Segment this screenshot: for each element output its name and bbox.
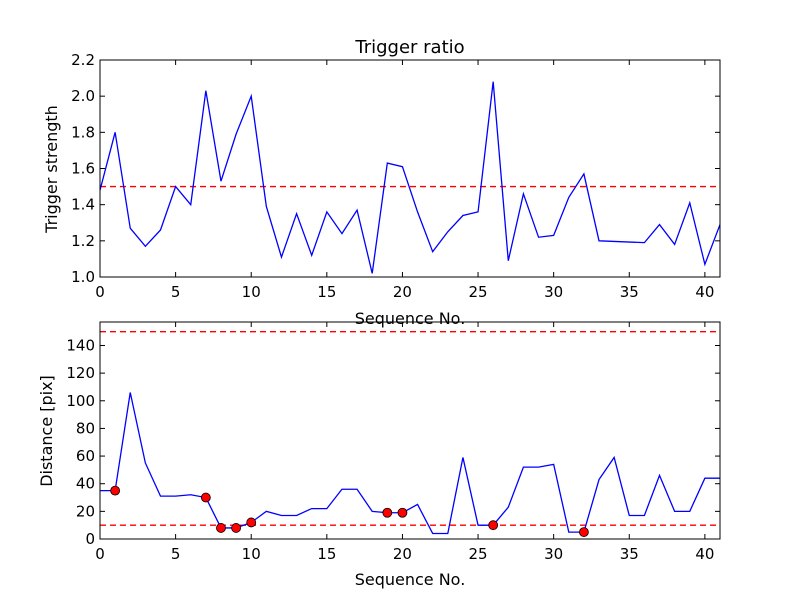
data-point-marker (382, 507, 393, 518)
x-tick-label: 40 (695, 545, 714, 563)
y-tick-label: 1.0 (71, 268, 95, 286)
data-point-marker (488, 520, 499, 531)
data-point-marker (231, 523, 241, 533)
x-tick-label: 5 (171, 545, 181, 563)
y-tick-label: 140 (66, 336, 95, 354)
y-tick-label: 1.8 (71, 123, 95, 141)
y-tick-label: 2.0 (71, 87, 95, 105)
distance-chart: 0 5 10 15 20 25 30 35 40 0 20 40 60 80 100 120 140 Seque… (37, 321, 721, 589)
x-axis-label: Sequence No. (355, 309, 466, 328)
plot-area: 0 5 10 15 20 25 30 35 40 1.0 1.2 1.4 1.6 1.8 2.0 2.2 (71, 51, 721, 301)
data-point-marker (397, 507, 408, 518)
data-point-marker (216, 523, 226, 533)
x-tick-label: 40 (695, 283, 714, 301)
data-point-marker (110, 485, 121, 496)
x-tick-label: 35 (620, 545, 639, 563)
plot-frame (99, 321, 721, 540)
y-tick-label: 80 (76, 419, 95, 437)
x-tick-label: 25 (469, 545, 488, 563)
x-axis-label: Sequence No. (355, 570, 466, 589)
y-tick-label: 1.4 (71, 196, 95, 214)
x-tick-label: 15 (317, 283, 336, 301)
x-tick-label: 25 (469, 283, 488, 301)
y-tick-label: 40 (76, 475, 95, 493)
data-point-marker (579, 527, 589, 537)
chart-title: Trigger ratio (354, 37, 464, 58)
x-tick-label: 10 (242, 545, 261, 563)
y-tick-label: 100 (66, 392, 95, 410)
trigger-ratio-chart: Trigger ratio 0 5 10 15 20 25 30 35 40 1.0 1.2 1.4 1… (42, 37, 721, 328)
y-tick-label: 2.2 (71, 51, 95, 69)
y-tick-label: 0 (85, 530, 95, 548)
y-axis-label: Distance [pix] (37, 375, 56, 487)
y-tick-label: 120 (66, 364, 95, 382)
x-tick-label: 0 (95, 545, 105, 563)
data-point-marker (246, 517, 257, 528)
x-tick-label: 15 (317, 545, 336, 563)
x-tick-label: 30 (544, 283, 563, 301)
series-line (100, 81, 720, 274)
x-tick-label: 10 (242, 283, 261, 301)
plot-area: 0 5 10 15 20 25 30 35 40 0 20 40 60 80 100 120 140 (66, 321, 721, 563)
x-tick-label: 5 (171, 283, 181, 301)
y-axis-label: Trigger strength (42, 105, 61, 234)
x-tick-label: 0 (95, 283, 105, 301)
x-tick-label: 20 (393, 283, 412, 301)
x-tick-label: 20 (393, 545, 412, 563)
y-tick-label: 60 (76, 447, 95, 465)
y-tick-label: 20 (76, 502, 95, 520)
y-tick-label: 1.2 (71, 232, 95, 250)
x-tick-label: 35 (620, 283, 639, 301)
x-tick-label: 30 (544, 545, 563, 563)
y-tick-label: 1.6 (71, 160, 95, 178)
data-point-marker (200, 492, 211, 503)
